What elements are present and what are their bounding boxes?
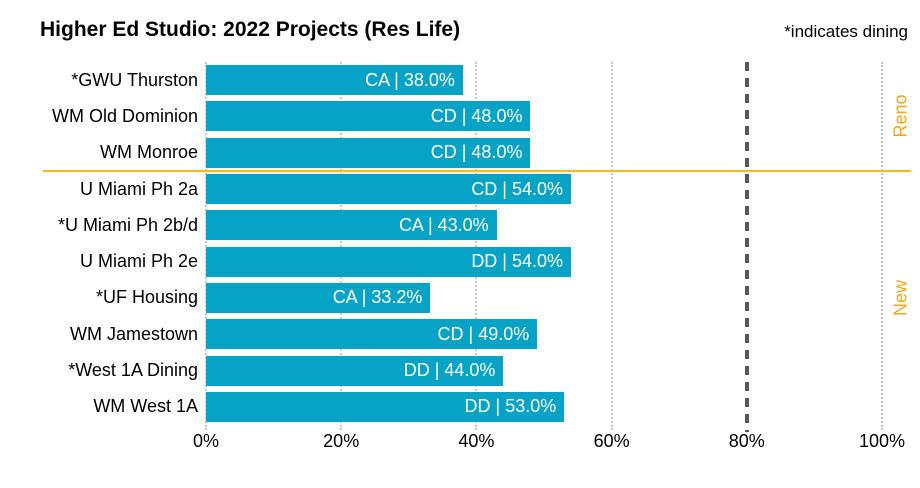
- bar-track: CD | 49.0%: [206, 319, 882, 350]
- bar-track: CA | 38.0%: [206, 65, 882, 96]
- bar: CD | 48.0%: [206, 137, 531, 168]
- bar-value-label: CD | 48.0%: [430, 105, 523, 126]
- bar: DD | 54.0%: [206, 246, 572, 277]
- bar-value-label: DD | 44.0%: [403, 360, 496, 381]
- x-tick-label: 80%: [728, 431, 765, 451]
- bar-value-label: CA | 33.2%: [332, 287, 423, 308]
- section-label-new: New: [890, 279, 911, 316]
- category-label: *U Miami Ph 2b/d: [57, 214, 198, 235]
- gridline-100%: [881, 62, 883, 430]
- table-row: *West 1A Dining DD | 44.0%: [0, 352, 882, 388]
- chart-title: Higher Ed Studio: 2022 Projects (Res Lif…: [40, 18, 461, 41]
- category-label: WM Jamestown: [69, 323, 198, 344]
- table-row: *U Miami Ph 2b/d CA | 43.0%: [0, 207, 882, 243]
- bar-track: CA | 43.0%: [206, 210, 882, 241]
- x-axis: 0% 20% 40% 60% 80% 100%: [193, 431, 905, 453]
- x-tick-label: 100%: [858, 431, 906, 451]
- gridline-20%: [340, 62, 343, 430]
- bar-value-label: DD | 53.0%: [464, 396, 557, 417]
- bar-track: CD | 48.0%: [206, 101, 882, 132]
- table-row: *UF Housing CA | 33.2%: [0, 280, 882, 316]
- bar-value-label: CD | 54.0%: [471, 178, 564, 199]
- gridline-0%: [205, 62, 207, 430]
- bar-value-label: CD | 49.0%: [437, 323, 530, 344]
- table-row: U Miami Ph 2a CD | 54.0%: [0, 171, 882, 207]
- x-tick-label: 60%: [593, 431, 630, 451]
- table-row: WM Monroe CD | 48.0%: [0, 135, 882, 171]
- section-divider-line: [43, 169, 911, 173]
- bar-track: CD | 48.0%: [206, 137, 882, 168]
- table-row: WM Old Dominion CD | 48.0%: [0, 98, 882, 134]
- gridline-60%: [610, 62, 613, 430]
- table-row: *GWU Thurston CA | 38.0%: [0, 62, 882, 98]
- bar-track: DD | 53.0%: [206, 391, 882, 422]
- category-label: *UF Housing: [95, 287, 198, 308]
- bar: CA | 33.2%: [206, 282, 431, 313]
- reference-line-80: [744, 62, 749, 432]
- bar: CA | 38.0%: [206, 65, 463, 96]
- bar: CD | 54.0%: [206, 174, 572, 205]
- bar-value-label: CA | 38.0%: [365, 69, 455, 90]
- bar: DD | 53.0%: [206, 391, 565, 422]
- category-label: *GWU Thurston: [71, 69, 198, 90]
- plot-area: [205, 62, 883, 432]
- gridline-40%: [475, 62, 478, 430]
- bar: DD | 44.0%: [206, 355, 504, 386]
- dining-note: *indicates dining: [784, 22, 908, 41]
- section-label-reno: Reno: [890, 94, 911, 138]
- x-tick-label: 0%: [192, 431, 220, 451]
- category-label: U Miami Ph 2a: [79, 178, 198, 199]
- x-tick-label: 20%: [323, 431, 360, 451]
- category-label: WM West 1A: [93, 396, 198, 417]
- category-label: U Miami Ph 2e: [79, 251, 198, 272]
- table-row: WM Jamestown CD | 49.0%: [0, 316, 882, 352]
- bar-track: CA | 33.2%: [206, 282, 882, 313]
- category-label: *West 1A Dining: [68, 360, 198, 381]
- bar-value-label: DD | 54.0%: [471, 251, 564, 272]
- bar: CD | 48.0%: [206, 101, 531, 132]
- bar-value-label: CA | 43.0%: [398, 214, 489, 235]
- category-label: WM Monroe: [99, 142, 198, 163]
- bar: CD | 49.0%: [206, 319, 538, 350]
- table-row: WM West 1A DD | 53.0%: [0, 389, 882, 425]
- bar-track: DD | 54.0%: [206, 246, 882, 277]
- category-label: WM Old Dominion: [51, 105, 198, 126]
- bar-track: DD | 44.0%: [206, 355, 882, 386]
- x-tick-label: 40%: [458, 431, 495, 451]
- chart-rows: *GWU Thurston CA | 38.0% WM Old Dominion…: [0, 62, 882, 425]
- bar: CA | 43.0%: [206, 210, 497, 241]
- table-row: U Miami Ph 2e DD | 54.0%: [0, 243, 882, 279]
- bar-track: CD | 54.0%: [206, 174, 882, 205]
- bar-value-label: CD | 48.0%: [430, 142, 523, 163]
